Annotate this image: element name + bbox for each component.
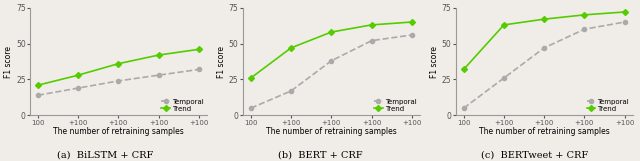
Trend [408, 21, 416, 23]
Legend: Temporal, Trend: Temporal, Trend [586, 97, 630, 113]
Trend [580, 14, 588, 16]
Line: Trend: Trend [461, 10, 627, 71]
Text: (b)  BERT + CRF: (b) BERT + CRF [278, 150, 362, 159]
Trend [540, 18, 548, 20]
Temporal [621, 21, 628, 23]
Temporal [540, 47, 548, 49]
Line: Trend: Trend [36, 47, 201, 87]
X-axis label: The number of retraining samples: The number of retraining samples [479, 127, 609, 136]
Line: Temporal: Temporal [36, 67, 201, 97]
Trend [247, 77, 255, 79]
Y-axis label: F1 score: F1 score [4, 46, 13, 77]
Temporal [580, 28, 588, 30]
Temporal [408, 34, 416, 36]
Temporal [74, 87, 82, 89]
Temporal [460, 107, 467, 109]
Text: (c)  BERTweet + CRF: (c) BERTweet + CRF [481, 150, 588, 159]
Temporal [328, 60, 335, 62]
Trend [460, 68, 467, 70]
Temporal [287, 90, 295, 92]
Legend: Temporal, Trend: Temporal, Trend [160, 97, 205, 113]
Trend [287, 47, 295, 49]
X-axis label: The number of retraining samples: The number of retraining samples [266, 127, 397, 136]
Temporal [368, 40, 376, 42]
Temporal [34, 94, 42, 96]
Line: Temporal: Temporal [249, 33, 414, 110]
Y-axis label: F1 score: F1 score [430, 46, 439, 77]
Temporal [115, 80, 122, 82]
Trend [500, 24, 508, 26]
Temporal [247, 107, 255, 109]
Trend [155, 54, 163, 56]
Trend [195, 48, 203, 50]
Temporal [500, 77, 508, 79]
Trend [621, 11, 628, 13]
Line: Temporal: Temporal [461, 20, 627, 110]
Trend [34, 84, 42, 86]
Y-axis label: F1 score: F1 score [217, 46, 226, 77]
Trend [74, 74, 82, 76]
Temporal [155, 74, 163, 76]
Temporal [195, 68, 203, 70]
X-axis label: The number of retraining samples: The number of retraining samples [53, 127, 184, 136]
Line: Trend: Trend [249, 20, 414, 80]
Trend [328, 31, 335, 33]
Trend [115, 63, 122, 65]
Legend: Temporal, Trend: Temporal, Trend [373, 97, 418, 113]
Trend [368, 24, 376, 26]
Text: (a)  BiLSTM + CRF: (a) BiLSTM + CRF [58, 150, 154, 159]
